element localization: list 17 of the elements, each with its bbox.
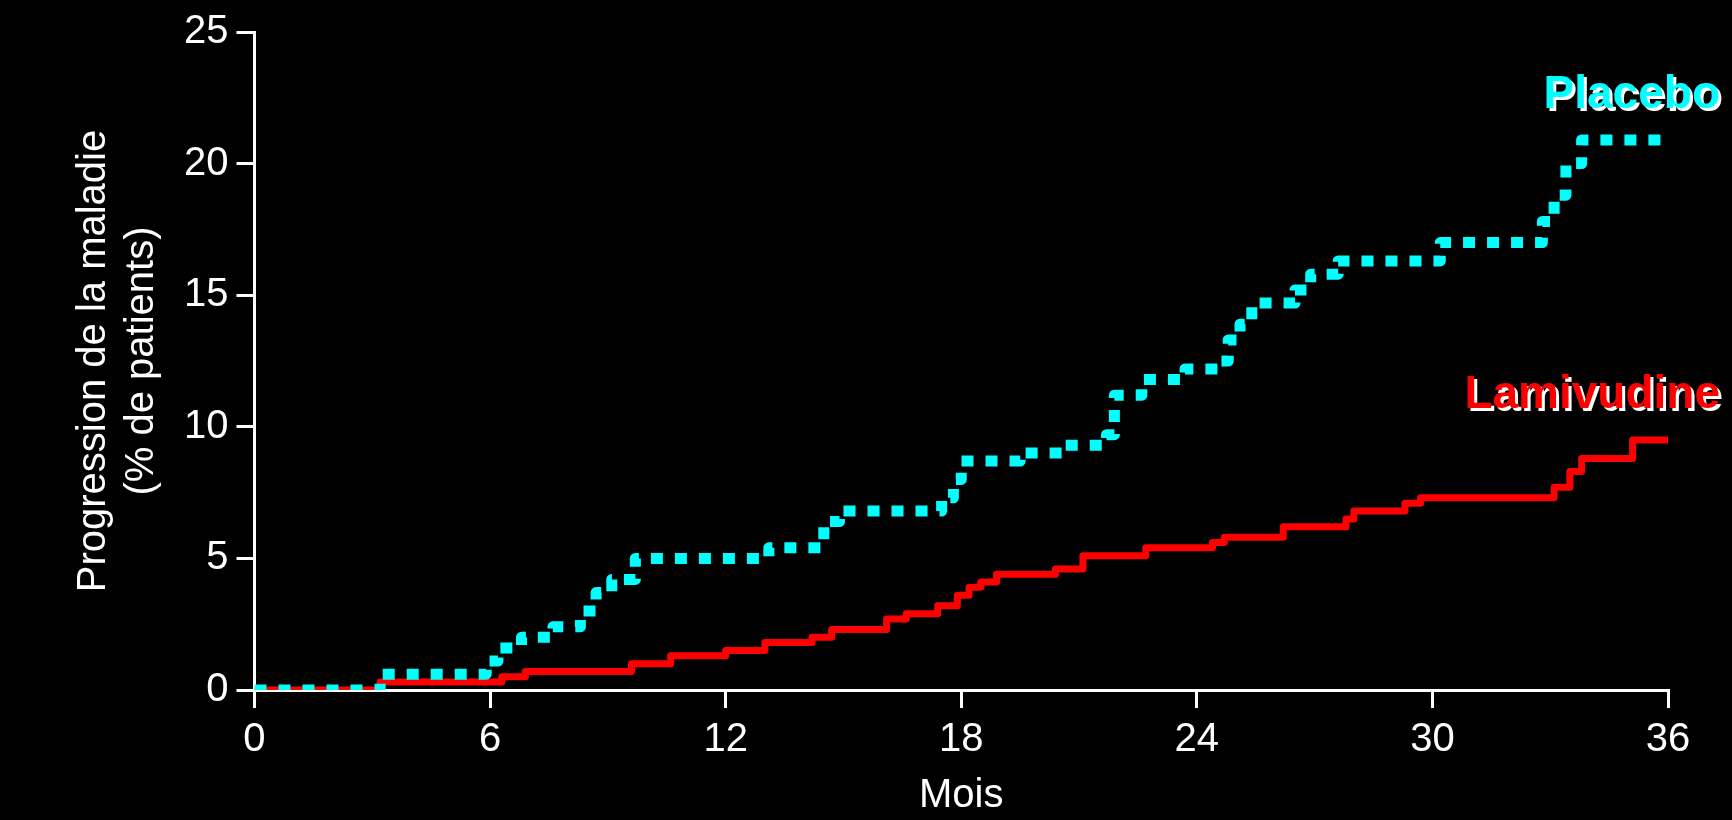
x-tick-label: 6: [478, 715, 502, 760]
x-tick-label: 0: [243, 715, 266, 760]
y-tick-label: 10: [183, 401, 229, 446]
x-tick-label: 24: [1174, 715, 1220, 760]
series-label: Lamivudine: [1464, 365, 1720, 418]
y-axis-title: Progression de la maladie (% de patients): [69, 129, 162, 593]
x-tick-label: 36: [1645, 715, 1691, 760]
x-axis-title: Mois: [919, 771, 1004, 816]
y-tick-label: 0: [206, 665, 229, 710]
y-tick-label: 25: [183, 7, 229, 52]
y-tick-label: 15: [183, 270, 229, 315]
x-tick-label: 18: [939, 715, 984, 760]
y-tick-label: 20: [183, 138, 229, 183]
x-tick-label: 12: [703, 715, 748, 760]
y-tick-label: 5: [206, 533, 229, 578]
x-tick-label: 30: [1410, 715, 1455, 760]
series-label: Placebo: [1546, 68, 1723, 121]
